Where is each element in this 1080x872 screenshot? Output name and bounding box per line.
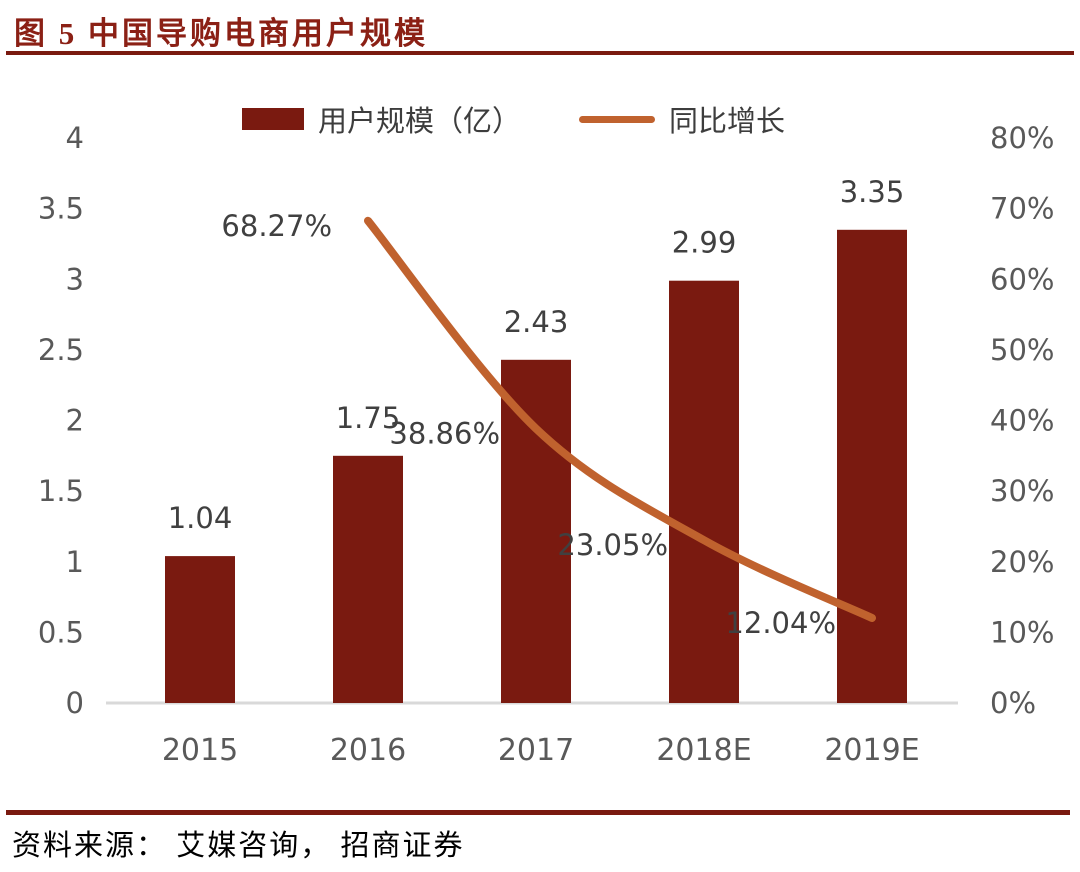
right-axis-tick: 20%	[990, 545, 1054, 579]
legend-item-yoy-growth: 同比增长	[579, 98, 785, 140]
right-axis-tick: 10%	[990, 615, 1054, 649]
combo-chart: 00.511.522.533.540%10%20%30%40%50%60%70%…	[38, 121, 1055, 768]
left-axis-tick: 3	[66, 262, 84, 296]
bar-value-label-2016: 1.75	[336, 401, 401, 435]
source-note: 资料来源： 艾媒咨询， 招商证券	[12, 830, 465, 862]
left-axis-tick: 1	[66, 545, 84, 579]
legend-item-user-scale: 用户规模（亿）	[242, 98, 521, 140]
right-axis-tick: 60%	[990, 262, 1054, 296]
bar-2017	[501, 359, 571, 703]
line-series-swatch-icon	[579, 115, 656, 123]
bar-value-label-2015: 1.04	[168, 501, 233, 535]
legend-label-user-scale: 用户规模（亿）	[318, 104, 522, 138]
right-axis-tick: 40%	[990, 404, 1054, 438]
bar-2015	[165, 556, 235, 703]
left-axis-tick: 1.5	[38, 474, 84, 508]
right-axis-tick: 30%	[990, 474, 1054, 508]
footer-rule	[6, 810, 1070, 815]
yoy-growth-line	[364, 216, 876, 622]
x-axis-label-2019E: 2019E	[824, 733, 919, 768]
bar-2016	[333, 455, 403, 703]
title-underline	[6, 51, 1074, 55]
x-axis-label-2017: 2017	[498, 733, 574, 768]
line-point-label: 38.86%	[389, 417, 500, 451]
bar-value-label-2018E: 2.99	[672, 226, 737, 260]
legend-label-yoy-growth: 同比增长	[669, 104, 786, 138]
left-axis-tick: 4	[66, 121, 84, 155]
line-point-label: 68.27%	[221, 209, 332, 243]
figure-title: 图 5 中国导购电商用户规模	[14, 16, 428, 51]
left-axis-tick: 0.5	[38, 615, 84, 649]
x-axis-label-2015: 2015	[162, 733, 238, 768]
right-axis-tick: 80%	[990, 121, 1054, 155]
right-axis-tick: 50%	[990, 333, 1054, 367]
left-axis-tick: 3.5	[38, 192, 84, 226]
left-axis-tick: 0	[66, 686, 84, 720]
bar-2019E	[837, 229, 907, 704]
bar-value-label-2017: 2.43	[504, 305, 569, 339]
left-axis-tick: 2.5	[38, 333, 84, 367]
right-axis-tick: 0%	[990, 686, 1036, 720]
right-axis-tick: 70%	[990, 192, 1054, 226]
line-point-label: 23.05%	[557, 528, 668, 562]
bar-value-label-2019E: 3.35	[840, 175, 905, 209]
left-axis-tick: 2	[66, 404, 84, 438]
x-axis-label-2016: 2016	[330, 733, 406, 768]
chart-legend: 用户规模（亿） 同比增长	[242, 98, 785, 140]
line-point-label: 12.04%	[725, 606, 836, 640]
bar-series-swatch-icon	[242, 108, 304, 130]
x-axis-label-2018E: 2018E	[656, 733, 751, 768]
bar-2018E	[669, 280, 739, 703]
